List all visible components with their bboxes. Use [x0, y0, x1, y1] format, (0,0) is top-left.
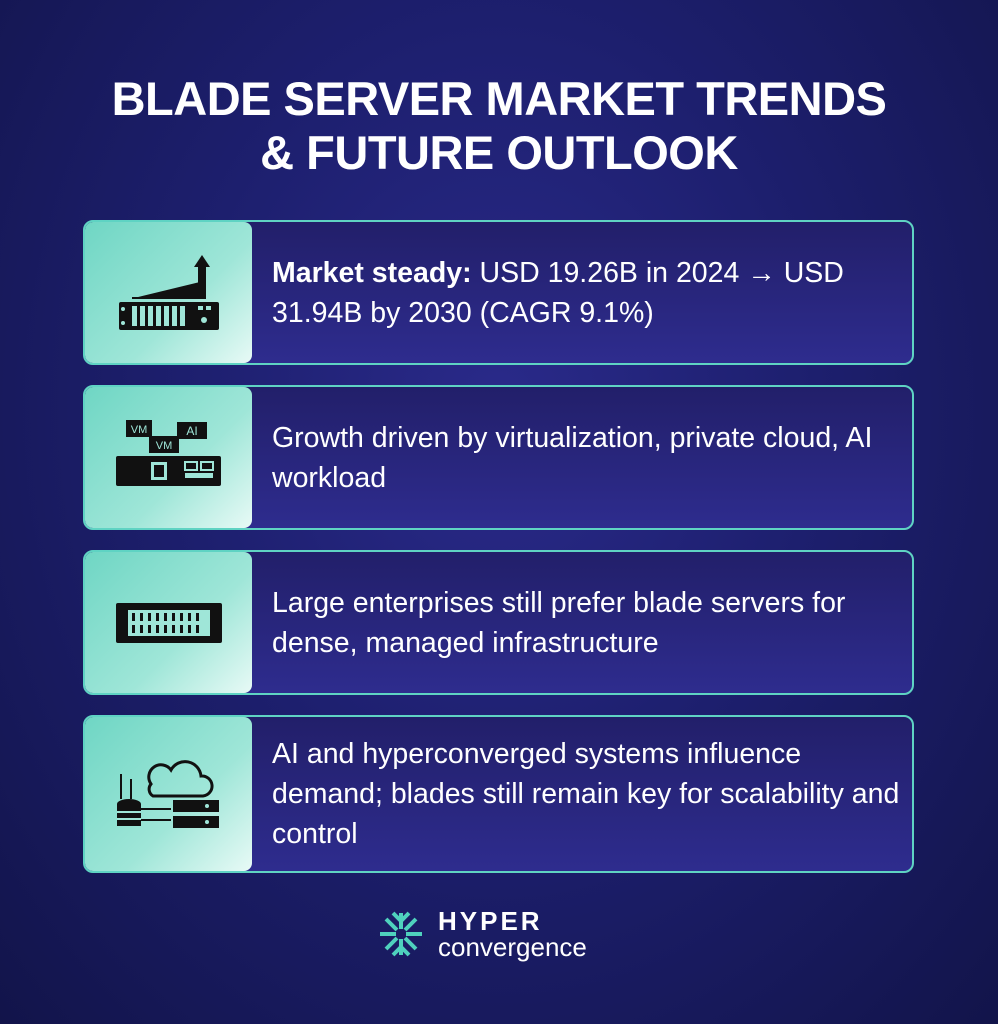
card-body: USD 19.26B in 2024 → USD 31.94B by 2030 … [272, 256, 844, 329]
card-market-size: Market steady: USD 19.26B in 2024 → USD … [83, 220, 914, 365]
card-body: AI and hyperconverged systems influence … [272, 738, 900, 850]
card-text: Market steady: USD 19.26B in 2024 → USD … [252, 222, 912, 363]
card-text: Growth driven by virtualization, private… [252, 387, 912, 528]
svg-text:AI: AI [186, 424, 197, 438]
card-growth-drivers: VM AI VM Growth driven by virtualization, … [83, 385, 914, 530]
card-text: Large enterprises still prefer blade ser… [252, 552, 912, 693]
card-text: AI and hyperconverged systems influence … [252, 717, 912, 871]
card-body: Large enterprises still prefer blade ser… [272, 586, 846, 659]
card-body: Growth driven by virtualization, private… [272, 421, 873, 494]
title-line-2: & FUTURE OUTLOOK [260, 126, 738, 179]
hyperconvergence-logo-icon [380, 911, 422, 957]
svg-text:VM: VM [156, 440, 173, 452]
virtualization-vm-ai-icon: VM AI VM [85, 387, 252, 528]
logo-wordmark-bottom: convergence [438, 932, 587, 962]
brand-logo: HYPER convergence [378, 908, 587, 960]
card-enterprise-preference: Large enterprises still prefer blade ser… [83, 550, 914, 695]
svg-text:VM: VM [131, 424, 148, 436]
page-title: BLADE SERVER MARKET TRENDS & FUTURE OUTL… [0, 72, 998, 180]
server-growth-chart-icon [85, 222, 252, 363]
cloud-database-server-icon [85, 717, 252, 871]
card-bold-label: Market steady: [272, 256, 472, 289]
card-ai-hyperconverged: AI and hyperconverged systems influence … [83, 715, 914, 873]
blade-server-icon [85, 552, 252, 693]
title-line-1: BLADE SERVER MARKET TRENDS [111, 72, 887, 125]
logo-wordmark-top: HYPER [438, 906, 543, 936]
